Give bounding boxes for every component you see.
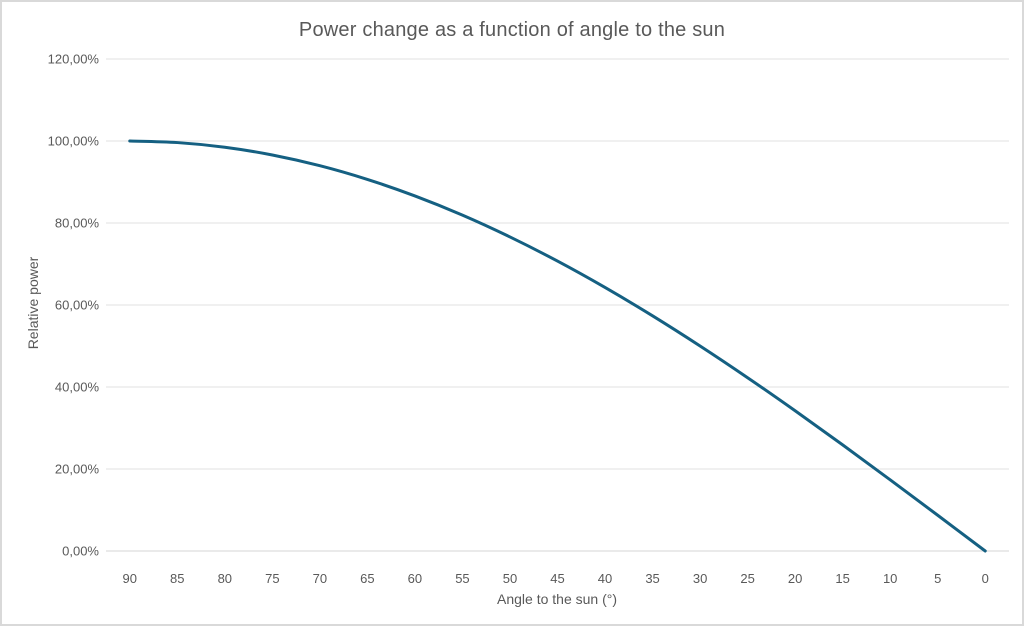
x-tick-label: 85 xyxy=(170,571,184,586)
x-tick-label: 65 xyxy=(360,571,374,586)
series-line xyxy=(128,139,987,553)
x-tick-label: 90 xyxy=(123,571,137,586)
x-tick-label: 20 xyxy=(788,571,802,586)
y-tick-label: 40,00% xyxy=(55,380,100,395)
x-tick-label: 5 xyxy=(934,571,941,586)
x-tick-label: 30 xyxy=(693,571,707,586)
x-axis-title: Angle to the sun (°) xyxy=(497,591,617,607)
y-tick-label: 100,00% xyxy=(48,134,100,149)
y-tick-label: 80,00% xyxy=(55,216,100,231)
y-tick-label: 0,00% xyxy=(62,544,99,559)
x-tick-label: 25 xyxy=(740,571,754,586)
x-tick-label: 35 xyxy=(645,571,659,586)
x-tick-label: 60 xyxy=(408,571,422,586)
x-tick-label: 10 xyxy=(883,571,897,586)
y-tick-label: 60,00% xyxy=(55,298,100,313)
x-tick-label: 40 xyxy=(598,571,612,586)
y-tick-label: 20,00% xyxy=(55,462,100,477)
x-tick-label: 0 xyxy=(982,571,989,586)
x-tick-label: 15 xyxy=(835,571,849,586)
x-tick-label: 45 xyxy=(550,571,564,586)
x-tick-label: 80 xyxy=(218,571,232,586)
x-tick-label: 70 xyxy=(313,571,327,586)
chart-title: Power change as a function of angle to t… xyxy=(298,19,726,41)
y-tick-label: 120,00% xyxy=(48,52,100,67)
x-tick-label: 55 xyxy=(455,571,469,586)
x-tick-label: 75 xyxy=(265,571,279,586)
x-tick-label: 50 xyxy=(503,571,517,586)
